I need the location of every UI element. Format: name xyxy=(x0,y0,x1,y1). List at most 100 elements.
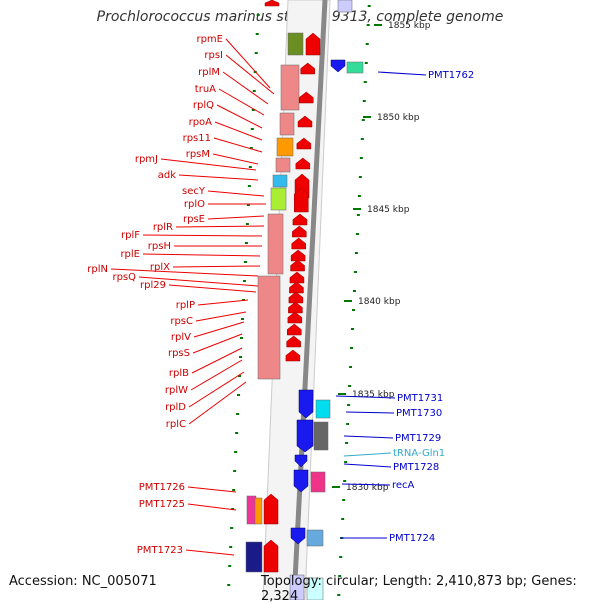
gene-arrow[interactable] xyxy=(294,454,308,468)
leader-line xyxy=(172,265,261,268)
gene-label[interactable]: rplX xyxy=(150,262,170,273)
gene-arrow[interactable] xyxy=(263,539,279,573)
gene-arrow[interactable] xyxy=(287,311,303,324)
cds-block[interactable] xyxy=(245,541,263,573)
kbp-label: 1840 kbp xyxy=(358,297,401,307)
gene-label[interactable]: rplB xyxy=(169,368,189,379)
cds-block[interactable] xyxy=(315,399,331,419)
gene-arrow[interactable] xyxy=(288,291,304,304)
gene-label[interactable]: secY xyxy=(182,186,206,197)
gene-label[interactable]: rplD xyxy=(165,402,186,413)
gene-label[interactable]: PMT1729 xyxy=(395,433,441,444)
cds-block[interactable] xyxy=(267,213,284,275)
gene-arrow[interactable] xyxy=(330,59,346,73)
cds-block[interactable] xyxy=(346,61,364,74)
gene-label[interactable]: rplP xyxy=(176,300,195,311)
gene-arrow[interactable] xyxy=(290,527,306,545)
gene-arrow[interactable] xyxy=(296,419,314,453)
cds-block[interactable] xyxy=(254,497,263,525)
leader-line xyxy=(335,395,396,399)
gene-arrow[interactable] xyxy=(300,62,315,75)
gene-label[interactable]: rplM xyxy=(198,67,220,78)
leader-line xyxy=(188,381,247,425)
leader-line xyxy=(216,104,263,129)
cds-block[interactable] xyxy=(257,275,281,380)
gene-arrow[interactable] xyxy=(292,225,307,238)
leader-line xyxy=(185,549,235,556)
leader-line xyxy=(138,276,259,287)
gene-label[interactable]: PMT1724 xyxy=(389,533,435,544)
gene-label[interactable]: PMT1723 xyxy=(137,545,183,556)
kbp-label: 1850 kbp xyxy=(377,113,420,123)
leader-line xyxy=(377,71,427,76)
gene-arrow[interactable] xyxy=(263,493,279,525)
cds-block[interactable] xyxy=(337,0,353,13)
gene-label[interactable]: PMT1762 xyxy=(428,70,474,81)
gene-arrow[interactable] xyxy=(293,469,309,493)
cds-block[interactable] xyxy=(313,421,329,451)
cds-block[interactable] xyxy=(276,137,294,157)
gene-label[interactable]: rpl29 xyxy=(140,280,166,291)
gene-label[interactable]: rpsH xyxy=(148,241,171,252)
gene-label[interactable]: tRNA-Gln1 xyxy=(393,448,445,459)
cds-block[interactable] xyxy=(306,577,324,600)
leader-line xyxy=(343,463,392,468)
cds-block[interactable] xyxy=(306,529,324,547)
gene-label[interactable]: rplE xyxy=(120,249,140,260)
gene-label[interactable]: rplR xyxy=(153,222,173,233)
gene-label[interactable]: rps11 xyxy=(183,133,211,144)
gene-label[interactable]: recA xyxy=(392,480,415,491)
cds-block[interactable] xyxy=(310,471,326,493)
gene-arrow[interactable] xyxy=(295,157,311,170)
gene-arrow[interactable] xyxy=(286,335,301,348)
gene-arrow[interactable] xyxy=(290,249,306,262)
gene-label[interactable]: rpsC xyxy=(170,316,193,327)
gene-label[interactable]: PMT1730 xyxy=(396,408,442,419)
gene-label[interactable]: rplC xyxy=(166,419,186,430)
gene-arrow[interactable] xyxy=(288,301,303,314)
cds-block[interactable] xyxy=(270,187,287,211)
gene-label[interactable]: truA xyxy=(195,84,216,95)
gene-label[interactable]: rplN xyxy=(87,264,108,275)
gene-label[interactable]: rpsQ xyxy=(112,272,136,283)
gene-arrow[interactable] xyxy=(285,349,301,362)
gene-arrow[interactable] xyxy=(291,237,306,250)
gene-arrow[interactable] xyxy=(297,115,313,128)
gene-arrow[interactable] xyxy=(298,91,314,104)
cds-block[interactable] xyxy=(280,64,300,111)
gene-arrow[interactable] xyxy=(298,389,314,419)
gene-arrow[interactable] xyxy=(305,32,321,56)
leader-line xyxy=(190,359,243,391)
cds-block[interactable] xyxy=(289,574,305,600)
gene-label[interactable]: rpmE xyxy=(196,34,223,45)
gene-label[interactable]: rplQ xyxy=(193,100,214,111)
gene-arrow[interactable] xyxy=(289,281,304,294)
gene-label[interactable]: rpsI xyxy=(204,50,223,61)
gene-label[interactable]: rpsM xyxy=(186,149,210,160)
gene-label[interactable]: rpoA xyxy=(189,117,213,128)
gene-label[interactable]: rplF xyxy=(121,230,140,241)
gene-label[interactable]: PMT1731 xyxy=(397,393,443,404)
gene-arrow[interactable] xyxy=(290,259,305,272)
gene-arrow[interactable] xyxy=(287,323,302,336)
gene-label[interactable]: rplW xyxy=(165,385,188,396)
cds-block[interactable] xyxy=(279,112,295,136)
gene-label[interactable]: PMT1726 xyxy=(139,482,185,493)
gene-label[interactable]: rplO xyxy=(184,199,205,210)
gene-arrow[interactable] xyxy=(296,137,312,150)
gene-arrow[interactable] xyxy=(264,0,280,7)
cds-block[interactable] xyxy=(272,174,288,188)
cds-block[interactable] xyxy=(275,157,291,173)
gene-label[interactable]: rplV xyxy=(171,332,191,343)
gene-arrow[interactable] xyxy=(294,187,309,213)
gene-label[interactable]: PMT1725 xyxy=(139,499,185,510)
gene-label[interactable]: rpmJ xyxy=(135,154,158,165)
gene-label[interactable]: rpsS xyxy=(168,348,190,359)
gene-label[interactable]: rpsE xyxy=(183,214,205,225)
gene-label[interactable]: PMT1728 xyxy=(393,462,439,473)
gene-label[interactable]: adk xyxy=(158,170,176,181)
gene-arrow[interactable] xyxy=(292,213,308,226)
gene-arrow[interactable] xyxy=(289,271,305,284)
cds-block[interactable] xyxy=(287,32,304,56)
cds-block[interactable] xyxy=(246,495,257,525)
